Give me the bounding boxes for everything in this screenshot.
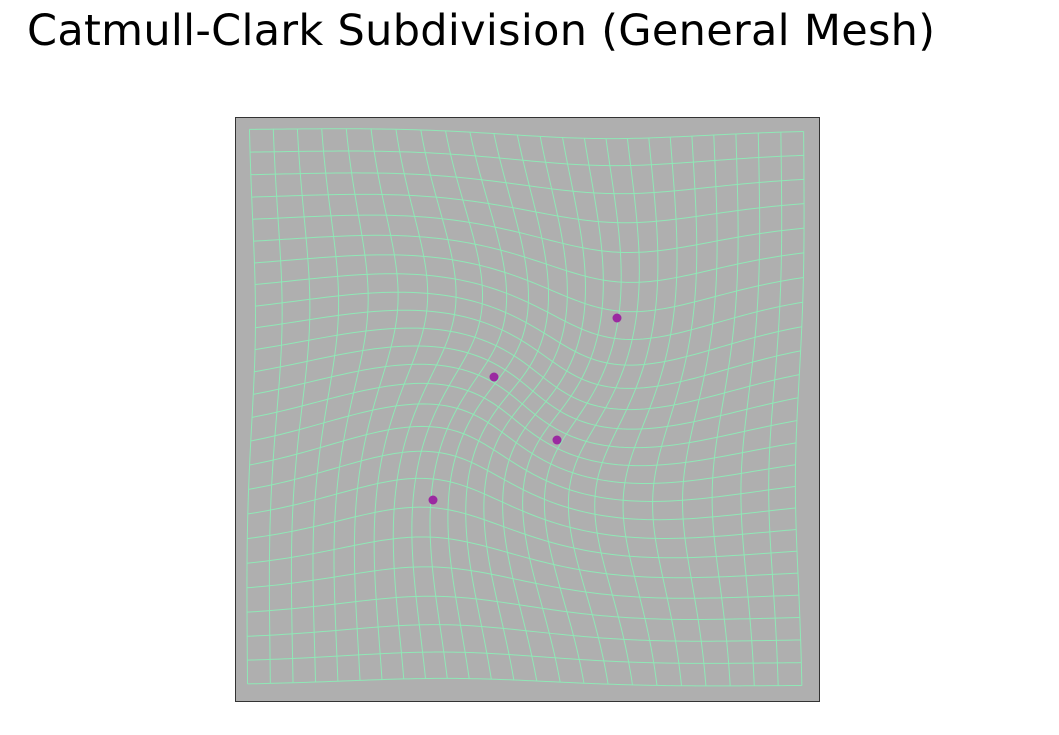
extraordinary-vertices bbox=[428, 313, 622, 505]
subdivision-mesh bbox=[236, 118, 819, 701]
mesh-row-line bbox=[247, 595, 800, 621]
mesh-row-line bbox=[247, 677, 802, 687]
extraordinary-vertex bbox=[552, 435, 562, 445]
mesh-column-line bbox=[740, 132, 761, 686]
mesh-viewport bbox=[235, 117, 820, 702]
mesh-row-line bbox=[247, 624, 801, 642]
mesh-background bbox=[236, 118, 819, 701]
extraordinary-vertex bbox=[428, 495, 438, 505]
mesh-column-line bbox=[794, 131, 805, 686]
page-title: Catmull-Clark Subdivision (General Mesh) bbox=[27, 6, 936, 56]
mesh-row-line bbox=[247, 651, 802, 664]
extraordinary-vertex bbox=[612, 313, 622, 323]
mesh-column-line bbox=[682, 134, 718, 686]
mesh-grid-lines bbox=[246, 128, 805, 687]
mesh-column-line bbox=[711, 133, 739, 686]
mesh-column-line bbox=[768, 132, 783, 686]
extraordinary-vertex bbox=[489, 372, 499, 382]
